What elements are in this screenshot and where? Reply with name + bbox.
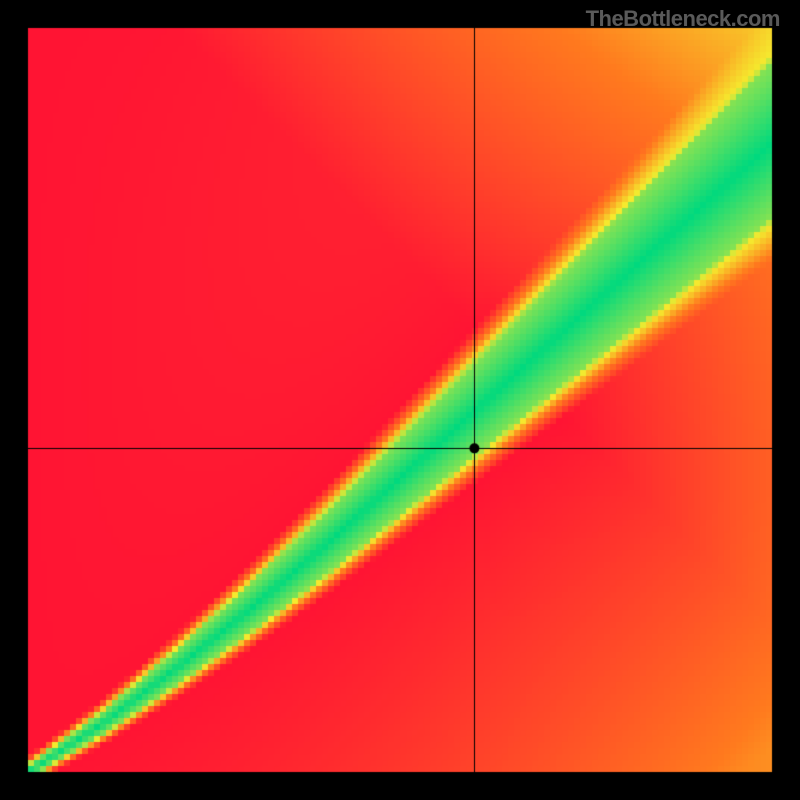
- watermark-text: TheBottleneck.com: [586, 6, 780, 32]
- heatmap-canvas: [0, 0, 800, 800]
- plot-container: TheBottleneck.com: [0, 0, 800, 800]
